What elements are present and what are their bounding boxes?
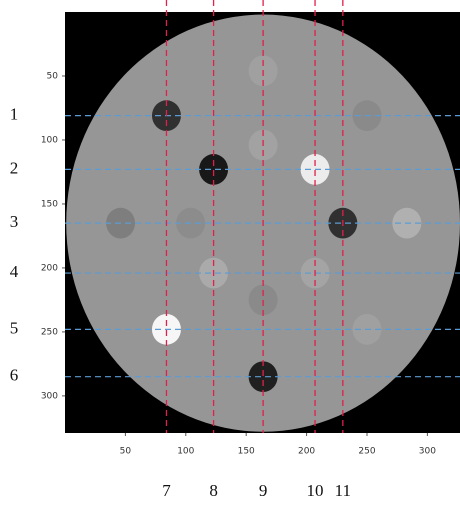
page: {"chart_data": {"type": "image", "xlim":… (0, 0, 460, 506)
h-line-label: 6 (10, 366, 19, 385)
y-tick-label: 100 (41, 135, 58, 145)
h-line-label: 2 (10, 158, 19, 177)
v-line-label: 11 (335, 481, 351, 500)
y-tick-label: 150 (41, 199, 58, 209)
h-line-label: 3 (10, 212, 19, 231)
x-tick-label: 300 (419, 447, 436, 457)
v-line-label: 7 (162, 481, 171, 500)
x-tick-label: 100 (177, 447, 194, 457)
y-tick-label: 50 (47, 71, 59, 81)
v-line-label: 10 (307, 481, 324, 500)
y-tick-label: 300 (41, 391, 58, 401)
v-line-label: 8 (209, 481, 218, 500)
x-tick-label: 150 (238, 447, 255, 457)
figure: 50 100 150 200 250 300 50 100 150 200 250 300 1 2 3 4 5 6… (0, 0, 460, 506)
y-tick-label: 250 (41, 327, 58, 337)
x-tick-label: 200 (298, 447, 315, 457)
v-line-label: 9 (259, 481, 268, 500)
h-line-label: 5 (10, 318, 19, 337)
h-line-label: 4 (10, 262, 19, 281)
x-tick-label: 250 (358, 447, 375, 457)
h-line-label: 1 (10, 105, 19, 124)
y-tick-label: 200 (41, 263, 58, 273)
x-tick-label: 50 (120, 447, 132, 457)
